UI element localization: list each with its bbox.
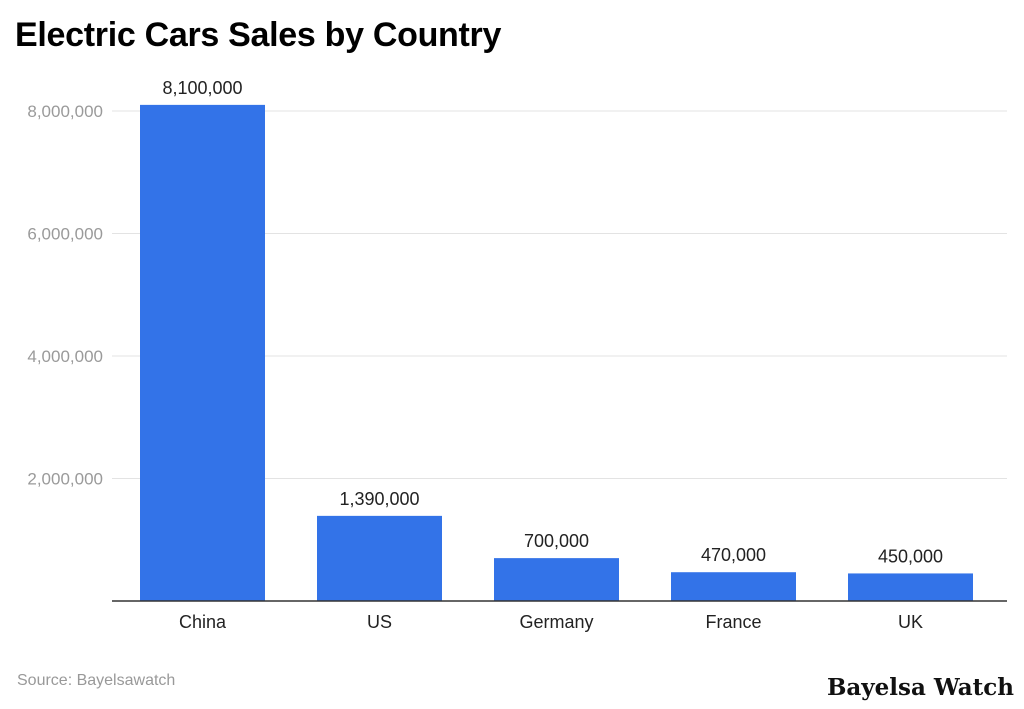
x-tick-label: US <box>367 612 392 632</box>
data-label: 8,100,000 <box>162 78 242 98</box>
bar-uk <box>848 573 973 601</box>
data-label: 450,000 <box>878 546 943 566</box>
x-tick-label: China <box>179 612 227 632</box>
source-note: Source: Bayelsawatch <box>17 672 176 689</box>
watermark-logo: Bayelsa Watch <box>826 674 1014 701</box>
data-label: 1,390,000 <box>339 489 419 509</box>
x-tick-label: Germany <box>519 612 593 632</box>
data-label: 700,000 <box>524 531 589 551</box>
bar-france <box>671 572 796 601</box>
data-label: 470,000 <box>701 545 766 565</box>
bar-china <box>140 104 265 601</box>
y-tick-label: 2,000,000 <box>27 470 103 489</box>
y-tick-label: 6,000,000 <box>27 225 103 244</box>
chart-title: Electric Cars Sales by Country <box>15 16 502 54</box>
x-tick-label: UK <box>898 612 923 632</box>
x-tick-label: France <box>705 612 761 632</box>
bar-germany <box>494 558 619 601</box>
y-tick-label: 4,000,000 <box>27 347 103 366</box>
y-tick-label: 8,000,000 <box>27 102 103 121</box>
bar-us <box>317 515 442 601</box>
